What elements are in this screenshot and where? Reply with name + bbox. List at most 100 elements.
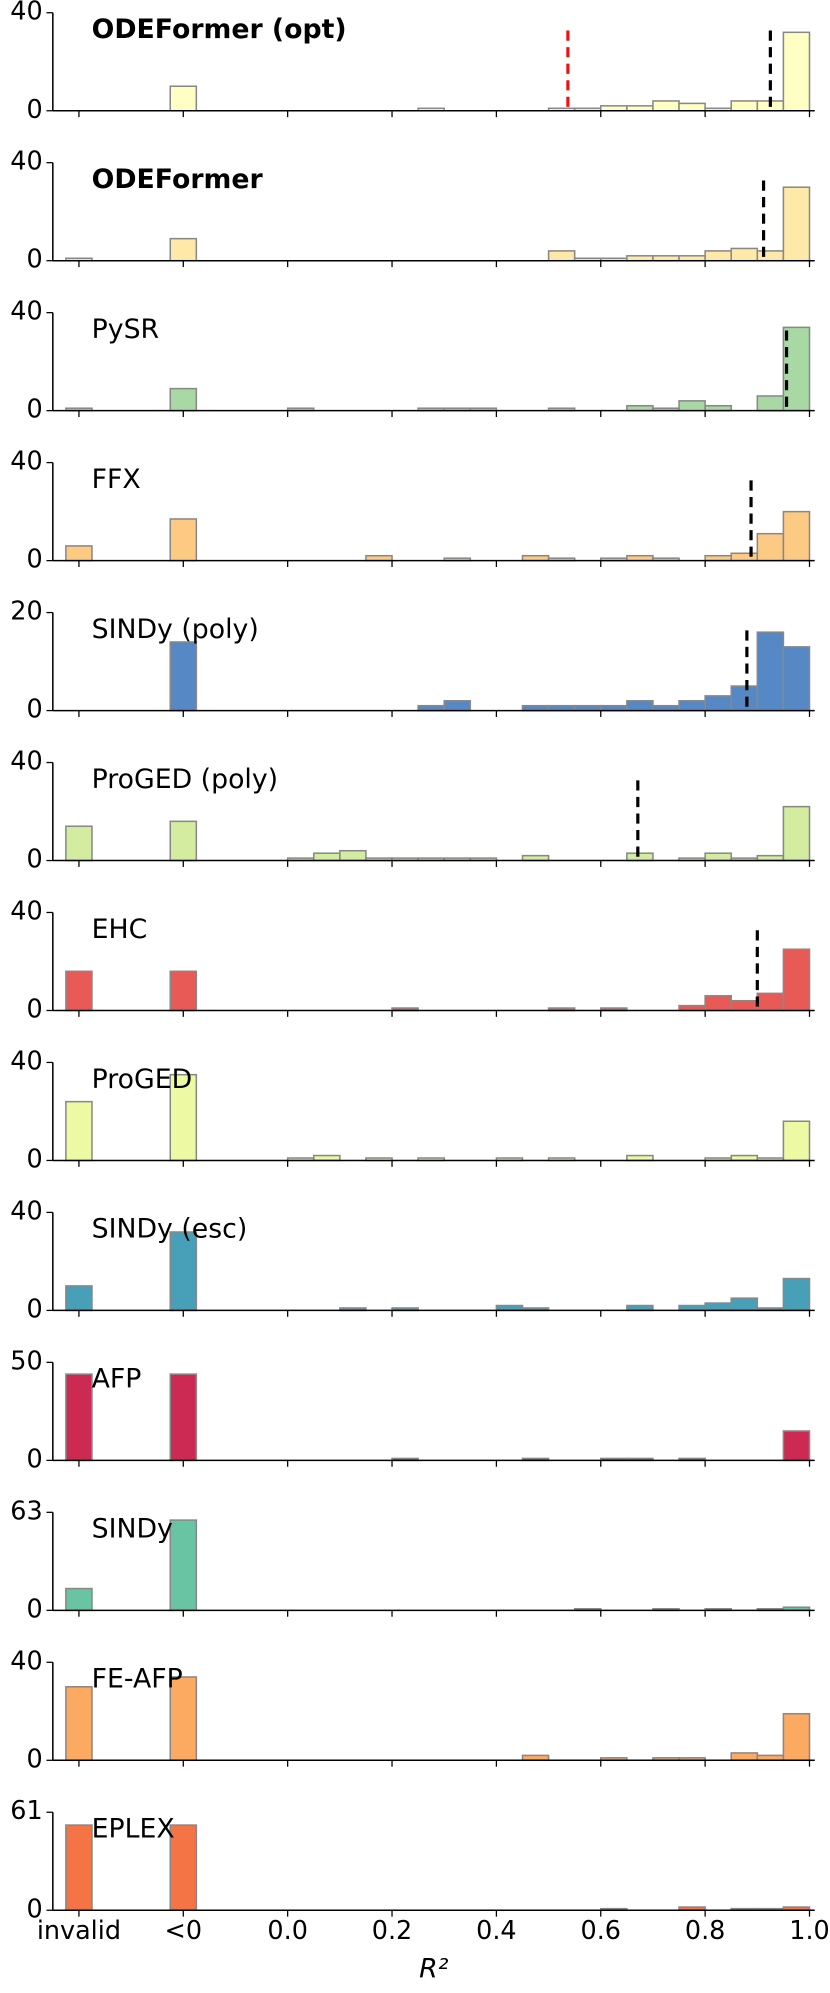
bar bbox=[65, 1686, 93, 1762]
y-tick-label: 40 bbox=[10, 896, 42, 926]
bar bbox=[169, 1373, 198, 1462]
y-tick-label: 63 bbox=[10, 1496, 42, 1526]
bar bbox=[756, 631, 785, 712]
bar bbox=[756, 250, 785, 262]
bar bbox=[169, 237, 198, 262]
panel-title: FE-AFP bbox=[92, 1664, 183, 1695]
bar bbox=[169, 641, 198, 712]
bar bbox=[704, 995, 732, 1012]
y-tick-label: 40 bbox=[10, 1646, 42, 1676]
bar bbox=[339, 849, 367, 862]
bar bbox=[730, 1297, 759, 1312]
bar bbox=[65, 970, 93, 1012]
y-tick-label: 0 bbox=[26, 245, 42, 275]
panel-title: ODEFormer bbox=[92, 164, 264, 195]
x-tick-label: <0 bbox=[165, 1916, 203, 1946]
panel-title: SINDy (poly) bbox=[92, 614, 259, 645]
y-tick-label: 0 bbox=[26, 1594, 42, 1624]
y-tick-label: 40 bbox=[10, 0, 42, 27]
bar bbox=[65, 1824, 93, 1912]
bar bbox=[756, 532, 785, 562]
x-tick-label: 1.0 bbox=[789, 1916, 829, 1946]
x-tick-label: 0.2 bbox=[372, 1916, 412, 1946]
panel-title: PySR bbox=[92, 314, 159, 345]
bar bbox=[782, 1120, 811, 1162]
bar bbox=[65, 1587, 93, 1612]
bar bbox=[730, 247, 759, 262]
y-tick-label: 40 bbox=[10, 147, 42, 177]
bar bbox=[782, 1277, 811, 1312]
panel-title: EHC bbox=[92, 914, 148, 945]
bar bbox=[756, 395, 785, 412]
bar bbox=[730, 999, 759, 1012]
bar bbox=[169, 387, 198, 412]
x-axis-label: R² bbox=[419, 1954, 449, 1985]
panel-title: EPLEX bbox=[92, 1814, 175, 1845]
bar bbox=[65, 1285, 93, 1312]
bar bbox=[169, 518, 198, 562]
bar bbox=[756, 992, 785, 1012]
bar bbox=[730, 685, 759, 712]
y-tick-label: 0 bbox=[26, 1744, 42, 1774]
bar bbox=[704, 695, 732, 712]
panel-title: AFP bbox=[92, 1364, 142, 1395]
bar bbox=[652, 100, 680, 112]
bar bbox=[65, 1373, 93, 1462]
bar bbox=[312, 852, 341, 862]
y-tick-label: 40 bbox=[10, 297, 42, 327]
bar bbox=[782, 510, 811, 562]
bar bbox=[169, 1519, 198, 1612]
y-tick-label: 40 bbox=[10, 747, 42, 777]
y-tick-label: 0 bbox=[26, 845, 42, 875]
y-tick-label: 0 bbox=[26, 1294, 42, 1324]
bar bbox=[65, 1100, 93, 1162]
x-tick-label: 0.6 bbox=[581, 1916, 621, 1946]
bar bbox=[169, 1676, 198, 1762]
bar bbox=[443, 700, 472, 712]
bar bbox=[782, 31, 811, 112]
x-tick-label: 0.4 bbox=[476, 1916, 516, 1946]
y-tick-label: 0 bbox=[26, 995, 42, 1025]
bar bbox=[782, 805, 811, 862]
y-tick-label: 0 bbox=[26, 95, 42, 125]
bar bbox=[782, 1430, 811, 1462]
bar bbox=[730, 100, 759, 112]
y-tick-label: 40 bbox=[10, 1196, 42, 1226]
y-tick-label: 20 bbox=[10, 597, 42, 627]
y-tick-label: 0 bbox=[26, 1894, 42, 1924]
x-tick-label: 0.8 bbox=[685, 1916, 725, 1946]
x-tick-label: invalid bbox=[37, 1916, 121, 1946]
bar bbox=[626, 700, 654, 712]
bar bbox=[678, 102, 706, 112]
bar bbox=[704, 250, 732, 262]
panel-title: ProGED (poly) bbox=[92, 764, 278, 795]
bar bbox=[169, 970, 198, 1012]
y-tick-label: 50 bbox=[10, 1346, 42, 1376]
bar bbox=[678, 700, 706, 712]
bar bbox=[782, 1712, 811, 1762]
y-tick-label: 0 bbox=[26, 1144, 42, 1174]
x-tick-label: 0.0 bbox=[267, 1916, 307, 1946]
bar bbox=[626, 852, 654, 862]
bar bbox=[65, 545, 93, 562]
bar bbox=[730, 1752, 759, 1762]
y-tick-label: 40 bbox=[10, 1046, 42, 1076]
bar bbox=[704, 852, 732, 862]
bar bbox=[782, 646, 811, 712]
panel-title: SINDy (esc) bbox=[92, 1214, 248, 1245]
y-tick-label: 0 bbox=[26, 545, 42, 575]
bar bbox=[704, 1302, 732, 1312]
y-tick-label: 61 bbox=[10, 1796, 42, 1826]
bar bbox=[169, 820, 198, 862]
bar bbox=[169, 85, 198, 112]
panel-title: ProGED bbox=[92, 1064, 193, 1095]
bar bbox=[678, 400, 706, 412]
bar bbox=[782, 948, 811, 1012]
bar bbox=[547, 250, 576, 262]
panel-title: ODEFormer (opt) bbox=[92, 14, 347, 45]
y-tick-label: 0 bbox=[26, 395, 42, 425]
bar bbox=[782, 186, 811, 262]
bar bbox=[730, 552, 759, 562]
y-tick-label: 40 bbox=[10, 447, 42, 477]
